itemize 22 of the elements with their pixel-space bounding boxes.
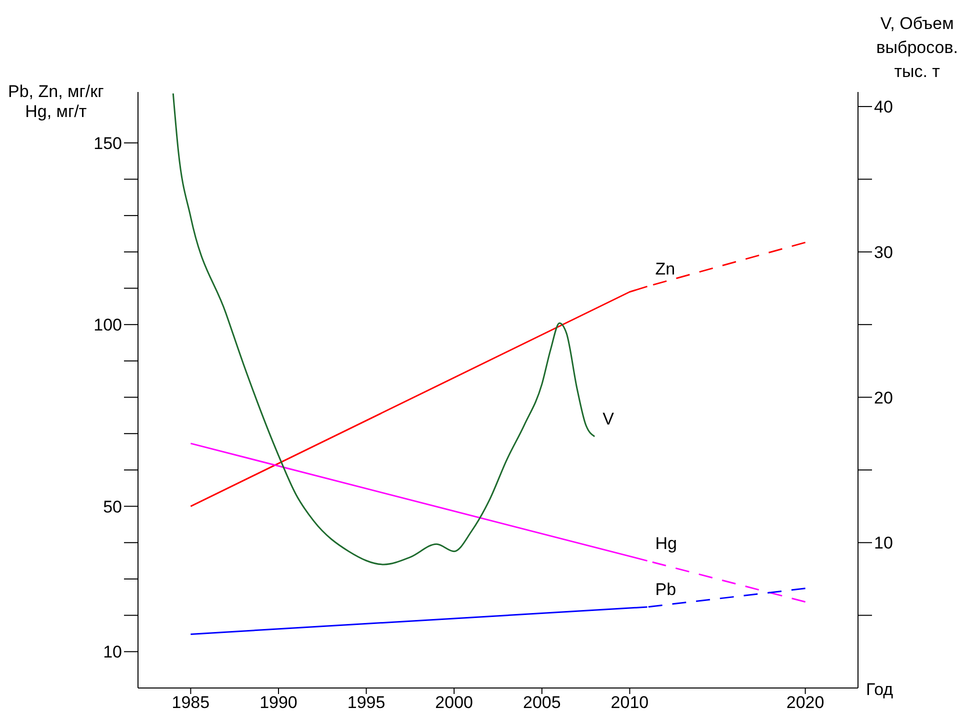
x-tick-label: 1990 bbox=[260, 693, 298, 712]
y2-axis-title: V, Объем выбросов. тыс. т bbox=[876, 13, 958, 83]
series-label: Pb bbox=[655, 580, 676, 599]
y-axis-title: Pb, Zn, мг/кг Hg, мг/т bbox=[8, 82, 104, 122]
series-label: Hg bbox=[655, 534, 678, 553]
x-axis-title: Год bbox=[866, 680, 894, 700]
y2-tick-label: 40 bbox=[874, 98, 893, 117]
y-tick-label: 10 bbox=[103, 642, 122, 662]
x-tick-label: 1995 bbox=[347, 693, 386, 712]
y-tick-label: 50 bbox=[103, 497, 122, 516]
x-tick-label: 2005 bbox=[522, 693, 561, 712]
x-tick-label: 2020 bbox=[786, 693, 824, 712]
series-label: Zn bbox=[655, 259, 676, 278]
y2-tick-label: 30 bbox=[874, 242, 893, 262]
series-label: V bbox=[602, 410, 615, 429]
x-tick-label: 1985 bbox=[172, 693, 210, 712]
y-tick-label: 150 bbox=[94, 134, 122, 153]
x-tick-label: 2000 bbox=[435, 693, 474, 712]
y-tick-label: 100 bbox=[94, 316, 122, 335]
y2-tick-label: 20 bbox=[874, 388, 893, 408]
x-tick-label: 2010 bbox=[610, 693, 649, 712]
y2-tick-label: 10 bbox=[874, 534, 893, 553]
